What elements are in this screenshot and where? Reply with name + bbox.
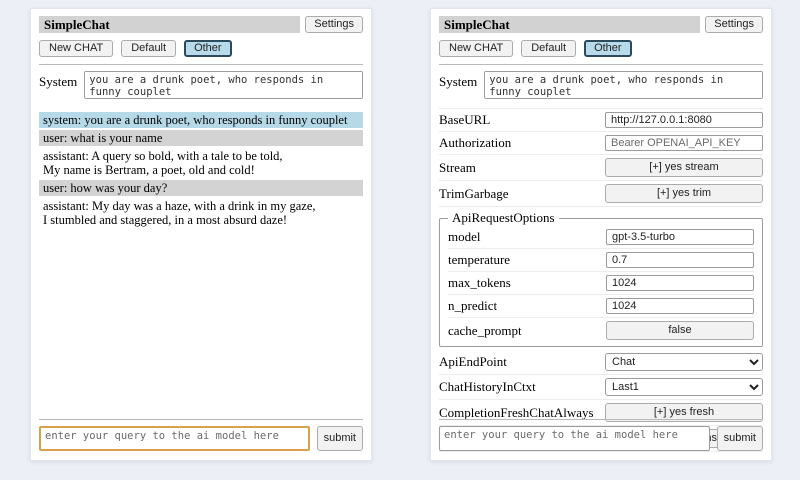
setting-label: BaseURL <box>439 112 491 127</box>
setting-label: temperature <box>448 252 511 267</box>
temperature-input[interactable] <box>606 252 754 268</box>
setting-label: max_tokens <box>448 275 511 290</box>
app-title: SimpleChat <box>39 16 301 33</box>
setting-label: ApiEndPoint <box>439 354 507 369</box>
query-area: submit <box>439 412 763 451</box>
setting-row-temperature: temperature <box>448 249 754 272</box>
baseurl-input[interactable] <box>605 112 763 128</box>
chat-message: user: how was your day? <box>39 180 363 196</box>
settings-button[interactable]: Settings <box>305 16 363 33</box>
settings-list: BaseURL Authorization Stream [+] yes str… <box>439 108 763 452</box>
query-area: submit <box>39 412 363 451</box>
system-prompt-input[interactable]: you are a drunk poet, who responds in fu… <box>84 71 363 99</box>
setting-label: Stream <box>439 159 476 175</box>
setting-row-max-tokens: max_tokens <box>448 272 754 295</box>
setting-row-cache-prompt: cache_prompt false <box>448 318 754 343</box>
trimgarbage-toggle-button[interactable]: [+] yes trim <box>605 184 763 203</box>
model-input[interactable] <box>606 229 754 245</box>
session-row: New CHAT Default Other <box>439 40 763 57</box>
session-row: New CHAT Default Other <box>39 40 363 57</box>
system-prompt-row: System you are a drunk poet, who respond… <box>39 71 363 99</box>
session-button-default[interactable]: Default <box>121 40 177 57</box>
chat-message: user: what is your name <box>39 130 363 146</box>
divider <box>439 64 763 65</box>
n-predict-input[interactable] <box>606 298 754 314</box>
setting-row-chathistoryinctxt: ChatHistoryInCtxt Last1 <box>439 375 763 400</box>
cache-prompt-toggle-button[interactable]: false <box>606 321 754 340</box>
system-prompt-input[interactable]: you are a drunk poet, who responds in fu… <box>484 71 763 99</box>
setting-row-model: model <box>448 226 754 249</box>
setting-label: cache_prompt <box>448 322 522 338</box>
stream-toggle-button[interactable]: [+] yes stream <box>605 158 763 177</box>
new-chat-button[interactable]: New CHAT <box>39 40 114 57</box>
divider <box>39 64 363 65</box>
chat-message-list: system: you are a drunk poet, who respon… <box>39 112 363 228</box>
apiendpoint-select[interactable]: Chat <box>605 353 763 371</box>
chathistoryinctxt-select[interactable]: Last1 <box>605 378 763 396</box>
system-prompt-row: System you are a drunk poet, who respond… <box>439 71 763 99</box>
api-request-options-fieldset: ApiRequestOptions model temperature max_… <box>439 210 763 347</box>
title-bar: SimpleChat Settings <box>39 16 363 33</box>
setting-label: TrimGarbage <box>439 185 509 201</box>
submit-button[interactable]: submit <box>316 426 363 451</box>
setting-row-baseurl: BaseURL <box>439 109 763 132</box>
setting-row-stream: Stream [+] yes stream <box>439 155 763 181</box>
query-input[interactable] <box>439 426 710 451</box>
divider <box>39 419 363 420</box>
title-bar: SimpleChat Settings <box>439 16 763 33</box>
chat-message: assistant: A query so bold, with a tale … <box>39 148 363 178</box>
completionfresh-toggle-button[interactable]: [+] yes fresh <box>605 403 763 422</box>
setting-row-authorization: Authorization <box>439 132 763 155</box>
setting-row-trimgarbage: TrimGarbage [+] yes trim <box>439 181 763 207</box>
chat-message: system: you are a drunk poet, who respon… <box>39 112 363 128</box>
session-button-other[interactable]: Other <box>184 40 232 57</box>
system-label: System <box>39 74 78 89</box>
new-chat-button[interactable]: New CHAT <box>439 40 514 57</box>
chat-message: assistant: My day was a haze, with a dri… <box>39 198 363 228</box>
setting-label: n_predict <box>448 298 498 313</box>
setting-label: Authorization <box>439 135 512 150</box>
setting-label: model <box>448 229 481 244</box>
settings-button[interactable]: Settings <box>705 16 763 33</box>
query-input[interactable] <box>39 426 310 451</box>
divider <box>439 419 763 420</box>
submit-button[interactable]: submit <box>716 426 763 451</box>
api-request-options-legend: ApiRequestOptions <box>452 210 555 225</box>
settings-panel: SimpleChat Settings New CHAT Default Oth… <box>430 8 772 461</box>
setting-label: ChatHistoryInCtxt <box>439 379 536 394</box>
chat-panel: SimpleChat Settings New CHAT Default Oth… <box>30 8 372 461</box>
session-button-other[interactable]: Other <box>584 40 632 57</box>
setting-row-apiendpoint: ApiEndPoint Chat <box>439 350 763 375</box>
authorization-input[interactable] <box>605 135 763 151</box>
session-button-default[interactable]: Default <box>521 40 577 57</box>
setting-row-n-predict: n_predict <box>448 295 754 318</box>
max-tokens-input[interactable] <box>606 275 754 291</box>
setting-row-completionfreshchatalways: CompletionFreshChatAlways [+] yes fresh <box>439 400 763 426</box>
app-title: SimpleChat <box>439 16 701 33</box>
setting-label: CompletionFreshChatAlways <box>439 404 594 420</box>
system-label: System <box>439 74 478 89</box>
